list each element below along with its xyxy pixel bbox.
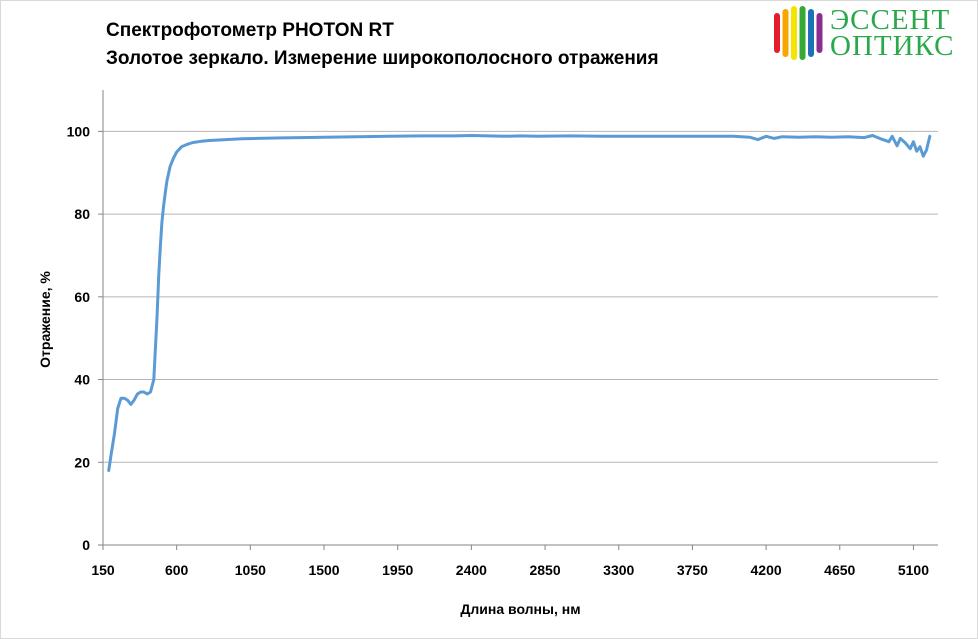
logo-stripe	[782, 9, 789, 57]
gridlines	[103, 130, 938, 463]
x-tick-label: 600	[165, 562, 189, 578]
series-group	[107, 134, 932, 472]
y-tick-label: 80	[74, 206, 90, 222]
y-tick-label: 0	[82, 537, 90, 553]
logo-text-line1: ЭССЕНТ	[830, 4, 951, 36]
x-tick-label: 5100	[898, 562, 929, 578]
series-line-0	[107, 134, 932, 472]
logo-text-line2: ОПТИКС	[830, 30, 955, 62]
x-tick-label: 1050	[235, 562, 266, 578]
x-tick-label: 2400	[456, 562, 487, 578]
logo-stripe	[774, 13, 780, 53]
logo-stripe	[816, 13, 823, 53]
logo-stripe	[799, 6, 806, 60]
y-axis-title: Отражение, %	[37, 271, 53, 368]
x-tick-label: 1500	[308, 562, 339, 578]
y-tick-label: 100	[67, 123, 91, 139]
x-axis-title: Длина волны, нм	[460, 601, 580, 617]
x-tick-label: 1950	[382, 562, 413, 578]
y-tick-label: 60	[74, 289, 90, 305]
x-tick-label: 3300	[603, 562, 634, 578]
x-tick-label: 4200	[751, 562, 782, 578]
x-tick-label: 3750	[677, 562, 708, 578]
x-tick-label: 2850	[529, 562, 560, 578]
logo-stripe	[791, 6, 797, 60]
x-tick-label: 150	[91, 562, 115, 578]
x-tick-label: 4650	[824, 562, 855, 578]
y-tick-labels: 0 20 40 60 80 100	[67, 123, 91, 553]
logo-stripe	[808, 9, 814, 57]
logo: ЭССЕНТ ОПТИКС	[770, 4, 970, 62]
chart-title: Спектрофотометр PHOTON RT	[106, 20, 394, 41]
logo-stripes-icon	[774, 6, 823, 60]
y-tick-label: 40	[74, 372, 90, 388]
x-tick-labels: 150 600 1050 1500 1950 2400 2850 3300 3750 4200 46…	[91, 562, 929, 578]
y-tick-label: 20	[74, 454, 90, 470]
chart-subtitle: Золотое зеркало. Измерение широкополосно…	[106, 48, 659, 69]
axes	[98, 90, 938, 550]
